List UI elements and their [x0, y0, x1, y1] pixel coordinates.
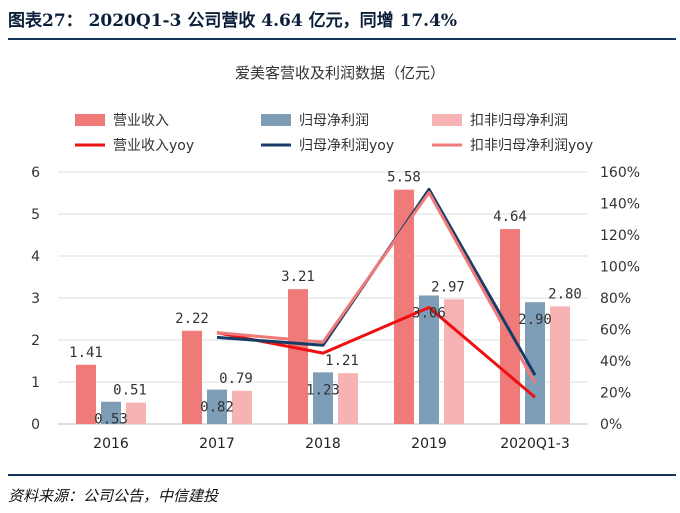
bar-营业收入 [182, 330, 202, 424]
source-note: 资料来源：公司公告，中信建投 [8, 487, 219, 505]
figure-title: 图表27： 2020Q1-3 公司营收 4.64 亿元，同增 17.4% [8, 11, 458, 31]
legend-label: 营业收入 [113, 113, 169, 129]
legend-swatch [75, 114, 105, 126]
bar-扣非归母净利润 [550, 306, 570, 424]
left-tick-label: 5 [31, 207, 40, 223]
value-label: 5.58 [387, 170, 421, 186]
right-tick-label: 40% [600, 354, 631, 370]
value-label: 3.06 [412, 305, 446, 321]
legend-swatch [432, 114, 462, 126]
bar-归母净利润 [313, 372, 333, 424]
legend-label: 扣非归母净利润yoy [470, 137, 593, 154]
left-axis-ticks: 0 1 2 3 4 5 6 [31, 165, 40, 433]
bar-归母净利润 [207, 389, 227, 424]
bar-营业收入 [76, 364, 96, 424]
value-label: 2.80 [548, 286, 582, 302]
left-tick-label: 1 [31, 375, 40, 391]
top-rule [8, 38, 676, 40]
value-label: 4.64 [493, 209, 527, 225]
right-tick-label: 140% [600, 197, 640, 213]
right-tick-label: 80% [600, 291, 631, 307]
left-tick-label: 0 [31, 417, 40, 433]
value-label: 2.97 [431, 279, 465, 295]
value-label: 0.82 [200, 400, 234, 416]
value-label: 3.21 [281, 269, 315, 285]
left-tick-label: 2 [31, 333, 40, 349]
value-label: 1.23 [306, 382, 340, 398]
line-扣非归母净利润yoy [216, 190, 537, 384]
right-tick-label: 60% [600, 323, 631, 339]
value-label: 0.79 [219, 371, 253, 387]
value-labels: 1.41 2.22 3.21 5.58 4.64 0.53 0.82 1.23 3.06 2.90… [69, 170, 582, 428]
x-axis-ticks: 2016 2017 2018 2019 2020Q1-3 [93, 436, 570, 452]
bar-营业收入 [394, 189, 414, 424]
legend-label: 归母净利润yoy [299, 137, 394, 154]
line-series [216, 187, 537, 399]
right-tick-label: 100% [600, 260, 640, 276]
bar-扣非归母净利润 [126, 402, 146, 424]
bar-营业收入 [500, 229, 520, 424]
right-tick-label: 120% [600, 228, 640, 244]
left-tick-label: 3 [31, 291, 40, 307]
legend-label: 扣非归母净利润 [470, 112, 568, 129]
bar-扣非归母净利润 [232, 390, 252, 424]
line-营业收入yoy [216, 305, 536, 399]
x-tick-label: 2016 [93, 436, 129, 452]
bar-归母净利润 [101, 401, 121, 424]
right-axis-ticks: 0% 20% 40% 60% 80% 100% 120% 140% 160% [600, 165, 640, 433]
bottom-rule [8, 474, 676, 476]
bar-扣非归母净利润 [444, 299, 464, 424]
legend-swatch [261, 114, 291, 126]
value-label: 1.21 [325, 353, 359, 369]
right-tick-label: 0% [600, 417, 622, 433]
legend-label: 归母净利润 [299, 112, 369, 129]
left-tick-label: 4 [31, 249, 40, 265]
bar-归母净利润 [419, 295, 439, 424]
x-tick-label: 2020Q1-3 [500, 436, 570, 452]
value-label: 2.90 [518, 312, 552, 328]
x-tick-label: 2017 [199, 436, 235, 452]
right-tick-label: 160% [600, 165, 640, 181]
value-label: 0.51 [113, 383, 147, 399]
legend-label: 营业收入yoy [113, 138, 194, 154]
line-归母净利润yoy [216, 187, 537, 376]
bar-扣非归母净利润 [338, 373, 358, 424]
value-label: 0.53 [94, 412, 128, 428]
bar-营业收入 [288, 289, 308, 424]
x-tick-label: 2019 [411, 436, 447, 452]
left-tick-label: 6 [31, 165, 40, 181]
value-label: 1.41 [69, 345, 103, 361]
right-tick-label: 20% [600, 386, 631, 402]
x-tick-label: 2018 [305, 436, 341, 452]
value-label: 2.22 [175, 311, 209, 327]
chart-title: 爱美客营收及利润数据（亿元） [235, 64, 445, 82]
